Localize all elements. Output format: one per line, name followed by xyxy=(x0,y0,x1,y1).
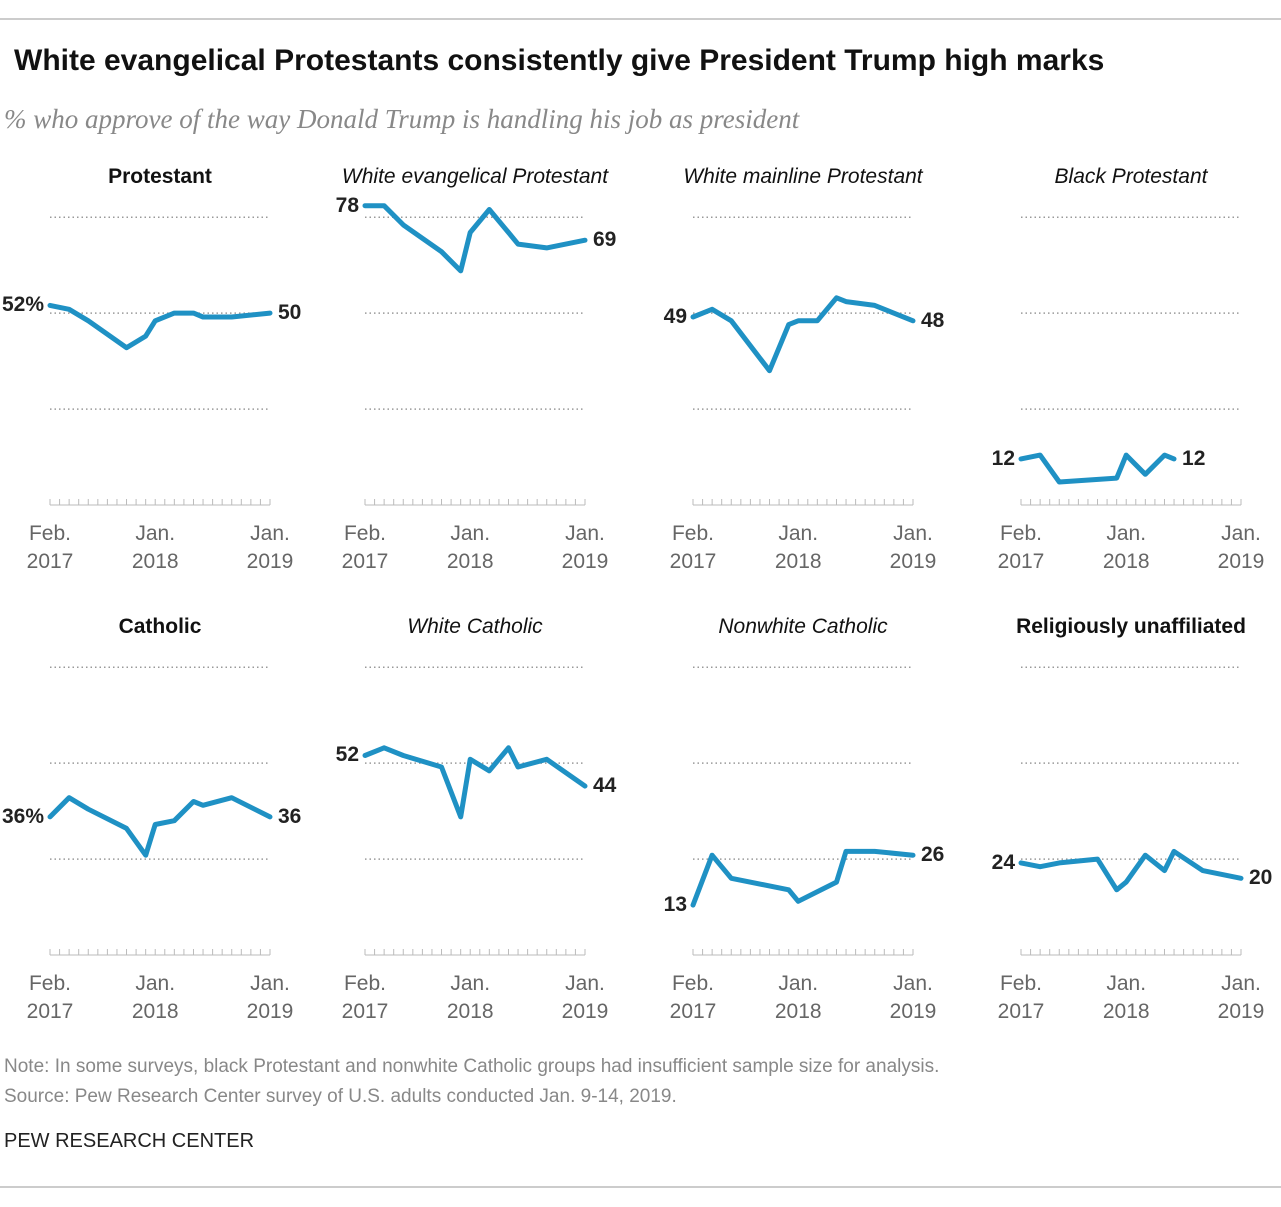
panel-title: Protestant xyxy=(108,165,212,188)
value-label: 12 xyxy=(991,446,1015,470)
x-tick-label: Jan. 2018 xyxy=(446,522,494,573)
value-label: 78 xyxy=(335,193,359,217)
panel-title: Nonwhite Catholic xyxy=(718,615,888,638)
panel-title: White Catholic xyxy=(407,615,543,638)
x-tick-label: Feb. 2017 xyxy=(341,972,389,1023)
note: Note: In some surveys, black Protestant … xyxy=(4,1056,940,1077)
series-line xyxy=(362,745,588,820)
x-tick-label: Jan. 2018 xyxy=(1102,522,1150,573)
value-label: 20 xyxy=(1249,866,1273,890)
series-line xyxy=(690,848,916,908)
x-tick-label: Feb. 2017 xyxy=(669,972,717,1023)
credit: PEW RESEARCH CENTER xyxy=(4,1130,255,1152)
value-label: 50 xyxy=(278,301,302,325)
x-tick-label: Jan. 2019 xyxy=(561,522,609,573)
value-label: 49 xyxy=(663,304,687,328)
value-label: 48 xyxy=(921,308,945,332)
x-tick-label: Feb. 2017 xyxy=(669,522,717,573)
series-line xyxy=(362,203,588,274)
value-label: 26 xyxy=(921,843,945,867)
x-tick-label: Jan. 2018 xyxy=(1102,972,1150,1023)
value-label: 69 xyxy=(593,228,617,252)
x-tick-label: Jan. 2018 xyxy=(446,972,494,1023)
x-tick-label: Jan. 2018 xyxy=(774,972,822,1023)
series-line xyxy=(1018,848,1244,893)
series-line xyxy=(690,295,916,374)
x-tick-label: Jan. 2018 xyxy=(131,972,179,1023)
panel-title: Religiously unaffiliated xyxy=(1016,615,1246,638)
x-tick-label: Jan. 2019 xyxy=(1217,522,1265,573)
x-tick-label: Jan. 2019 xyxy=(246,522,294,573)
value-label: 52 xyxy=(335,743,359,767)
x-tick-label: Feb. 2017 xyxy=(997,522,1045,573)
value-label: 13 xyxy=(663,893,687,917)
chart-title: White evangelical Protestants consistent… xyxy=(14,44,1105,77)
panel-title: Catholic xyxy=(118,615,202,638)
value-label: 52% xyxy=(1,293,44,317)
x-tick-label: Feb. 2017 xyxy=(26,522,74,573)
x-tick-label: Feb. 2017 xyxy=(997,972,1045,1023)
x-tick-label: Jan. 2019 xyxy=(889,972,937,1023)
series-line xyxy=(47,795,273,858)
x-tick-label: Feb. 2017 xyxy=(26,972,74,1023)
panel-title: White evangelical Protestant xyxy=(341,165,609,188)
x-tick-label: Jan. 2019 xyxy=(889,522,937,573)
panel-title: Black Protestant xyxy=(1054,165,1208,188)
value-label: 24 xyxy=(991,850,1015,874)
chart-subtitle: % who approve of the way Donald Trump is… xyxy=(4,104,800,134)
series-line xyxy=(1018,452,1177,485)
x-tick-label: Feb. 2017 xyxy=(341,522,389,573)
value-label: 36 xyxy=(278,804,302,828)
x-tick-label: Jan. 2019 xyxy=(1217,972,1265,1023)
series-line xyxy=(47,302,273,351)
value-label: 12 xyxy=(1182,446,1206,470)
source: Source: Pew Research Center survey of U.… xyxy=(4,1086,677,1107)
value-label: 44 xyxy=(593,774,617,798)
x-tick-label: Jan. 2019 xyxy=(246,972,294,1023)
value-label: 36% xyxy=(1,804,44,828)
x-tick-label: Jan. 2018 xyxy=(774,522,822,573)
panel-title: White mainline Protestant xyxy=(683,165,923,188)
x-tick-label: Jan. 2018 xyxy=(131,522,179,573)
x-tick-label: Jan. 2019 xyxy=(561,972,609,1023)
